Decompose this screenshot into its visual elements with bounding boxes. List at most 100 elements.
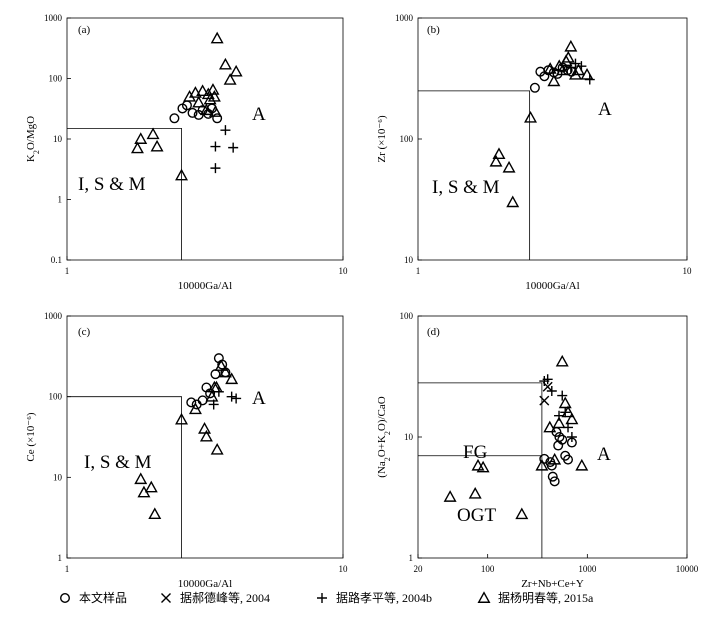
y-tick-label: 0.1 (51, 255, 62, 265)
region-label: I, S & M (78, 174, 146, 195)
x-tick-label: 1 (416, 266, 421, 276)
data-point-triangle (188, 86, 202, 98)
legend-label: 据郝德峰等, 2004 (180, 590, 270, 605)
x-tick-label: 1 (65, 266, 70, 276)
y-axis-label: Zr (×10⁻⁶) (376, 115, 388, 163)
data-point-triangle (196, 84, 210, 97)
discrimination-boundary (67, 396, 182, 558)
data-point-plus (542, 374, 553, 385)
y-tick-label: 10 (404, 255, 414, 265)
x-axis-label: 10000Ga/Al (525, 280, 579, 292)
data-point-triangle (575, 458, 589, 471)
data-point-triangle (547, 74, 561, 87)
data-point-triangle (208, 105, 222, 117)
x-tick-label: 1000 (578, 564, 597, 574)
data-point-plus (557, 390, 568, 401)
x-axis-label: Zr+Nb+Ce+Y (521, 578, 584, 590)
data-point-triangle (199, 429, 213, 442)
legend-item: 据郝德峰等, 2004 (161, 590, 270, 605)
data-point-triangle (476, 460, 490, 473)
data-point-triangle (218, 57, 232, 70)
data-point-circle (547, 471, 558, 482)
data-point-triangle (175, 168, 189, 181)
legend-item: 本文样品 (60, 590, 127, 605)
panel-label: (d) (427, 326, 440, 338)
y-axis-label: K2O/MgO (25, 116, 41, 162)
data-point-circle (212, 113, 223, 124)
y-tick-label: 1 (58, 553, 63, 563)
discrimination-boundary (418, 382, 543, 558)
data-point-triangle (561, 50, 575, 63)
region-label: A (252, 104, 266, 125)
y-tick-label: 1 (58, 195, 63, 205)
data-point-triangle (199, 103, 213, 116)
plot-frame (66, 315, 344, 559)
panel-label: (a) (78, 24, 91, 36)
chart-panel-2: 1 10 1 10 100 1000 10000Ga/Al Ce (×10⁻⁶) (c) I, S… (25, 311, 348, 590)
x-tick-label: 10 (683, 266, 693, 276)
data-point-triangle (515, 507, 529, 520)
y-axis-label: (Na2O+K2O)/CaO (376, 396, 392, 477)
data-point-triangle (209, 380, 223, 393)
data-point-triangle (552, 416, 566, 429)
region-label: A (252, 388, 266, 409)
data-point-circle (529, 82, 540, 93)
discrimination-boundary (418, 90, 531, 260)
y-tick-label: 1000 (44, 13, 63, 23)
data-point-plus (570, 58, 581, 69)
data-point-triangle (548, 452, 562, 465)
y-tick-label: 100 (49, 392, 63, 402)
legend: 本文样品 据郝德峰等, 2004 据路孝平等, 2004b 据杨明春等, 2015a (60, 590, 594, 605)
data-point-triangle (564, 39, 578, 52)
data-point-triangle (580, 67, 594, 80)
data-point-circle (197, 395, 208, 406)
data-point-triangle (148, 507, 162, 520)
y-tick-label: 1 (409, 553, 414, 563)
data-point-triangle (468, 486, 482, 499)
region-label: A (598, 99, 612, 120)
data-point-triangle (555, 354, 569, 367)
data-point-x (539, 395, 550, 406)
legend-marker-plus (317, 593, 327, 603)
data-point-triangle (146, 127, 160, 140)
y-tick-label: 1000 (395, 13, 414, 23)
data-point-triangle (134, 472, 148, 485)
region-label: FG (463, 442, 488, 463)
region-label: A (597, 444, 611, 465)
x-tick-label: 10000 (676, 564, 699, 574)
data-point-circle (549, 476, 560, 487)
data-point-triangle (223, 73, 237, 85)
legend-label: 据路孝平等, 2004b (336, 590, 432, 605)
panel-label: (c) (78, 326, 91, 338)
y-axis-label: Ce (×10⁻⁶) (25, 412, 37, 461)
data-point-circle (186, 397, 197, 408)
data-point-triangle (543, 62, 557, 74)
discrimination-boundary (67, 127, 182, 260)
plot-frame (66, 17, 344, 261)
data-point-circle (554, 432, 565, 443)
data-point-circle (169, 113, 180, 124)
data-point-triangle (188, 402, 202, 415)
data-point-plus (228, 142, 239, 153)
y-tick-label: 10 (53, 472, 63, 482)
data-point-triangle (210, 442, 224, 455)
region-label: OGT (457, 505, 496, 526)
x-tick-label: 20 (414, 564, 424, 574)
panel-label: (b) (427, 24, 440, 36)
data-point-triangle (144, 480, 158, 493)
data-point-triangle (175, 412, 189, 425)
data-point-triangle (471, 458, 485, 471)
data-point-triangle (506, 195, 520, 208)
y-tick-label: 10 (404, 432, 414, 442)
data-point-triangle (556, 63, 570, 76)
data-point-plus (220, 125, 231, 136)
y-tick-label: 1000 (44, 311, 63, 321)
x-axis-label: 10000Ga/Al (178, 280, 232, 292)
data-point-triangle (489, 154, 503, 167)
data-point-triangle (492, 147, 506, 160)
x-tick-label: 1 (65, 564, 70, 574)
data-point-triangle (571, 63, 585, 76)
legend-label: 本文样品 (79, 590, 127, 605)
